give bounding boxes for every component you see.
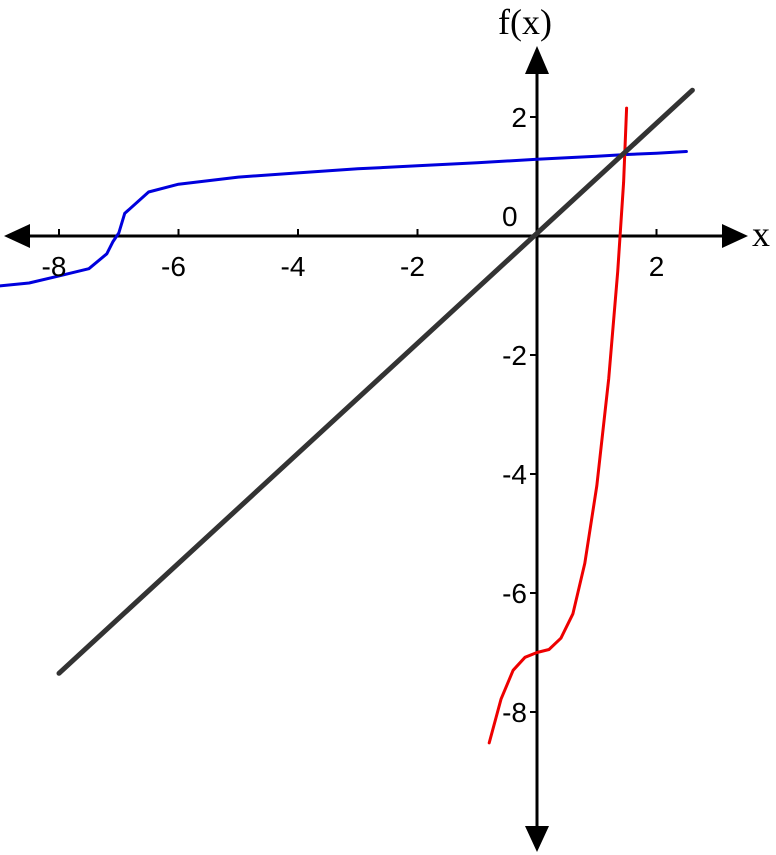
x-tick-label: -2 <box>400 251 425 282</box>
origin-label: 0 <box>502 201 518 232</box>
y-axis-bottom-arrow <box>525 826 549 852</box>
x-axis-title: x <box>752 214 770 254</box>
axes <box>4 46 748 852</box>
series-line-2 <box>487 106 629 745</box>
series-line-1 <box>0 150 688 288</box>
y-tick-label: -2 <box>502 340 527 371</box>
y-tick-label: -4 <box>502 459 527 490</box>
x-tick-label: -6 <box>161 251 186 282</box>
x-tick-label: -8 <box>42 251 67 282</box>
x-tick-label: 2 <box>649 251 665 282</box>
y-axis-title: f(x) <box>498 2 552 42</box>
y-tick-label: 2 <box>511 102 527 133</box>
tick-marks <box>58 116 658 713</box>
y-tick-label: -6 <box>502 578 527 609</box>
y-tick-label: -8 <box>502 697 527 728</box>
tick-labels: -8 -6 -4 -2 2 2 -2 -4 -6 -8 <box>42 102 665 728</box>
series-lines <box>0 87 695 745</box>
x-tick-label: -4 <box>281 251 306 282</box>
x-axis-right-arrow <box>722 224 748 248</box>
y-axis-top-arrow <box>525 46 549 74</box>
series-line-3 <box>56 87 695 676</box>
x-axis-left-arrow <box>4 224 30 248</box>
